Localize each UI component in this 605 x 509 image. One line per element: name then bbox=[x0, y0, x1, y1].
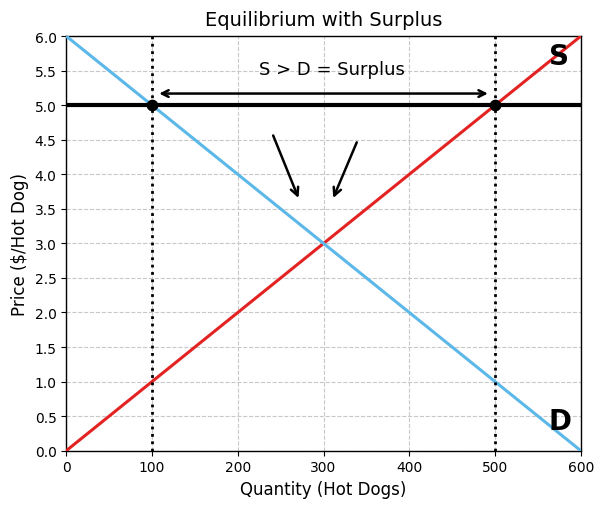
Text: S > D = Surplus: S > D = Surplus bbox=[259, 61, 405, 79]
X-axis label: Quantity (Hot Dogs): Quantity (Hot Dogs) bbox=[240, 480, 407, 498]
Y-axis label: Price ($/Hot Dog): Price ($/Hot Dog) bbox=[11, 173, 29, 315]
Title: Equilibrium with Surplus: Equilibrium with Surplus bbox=[205, 11, 442, 30]
Text: D: D bbox=[548, 408, 571, 436]
Text: S: S bbox=[549, 43, 569, 71]
Point bbox=[490, 102, 500, 110]
Point bbox=[147, 102, 157, 110]
